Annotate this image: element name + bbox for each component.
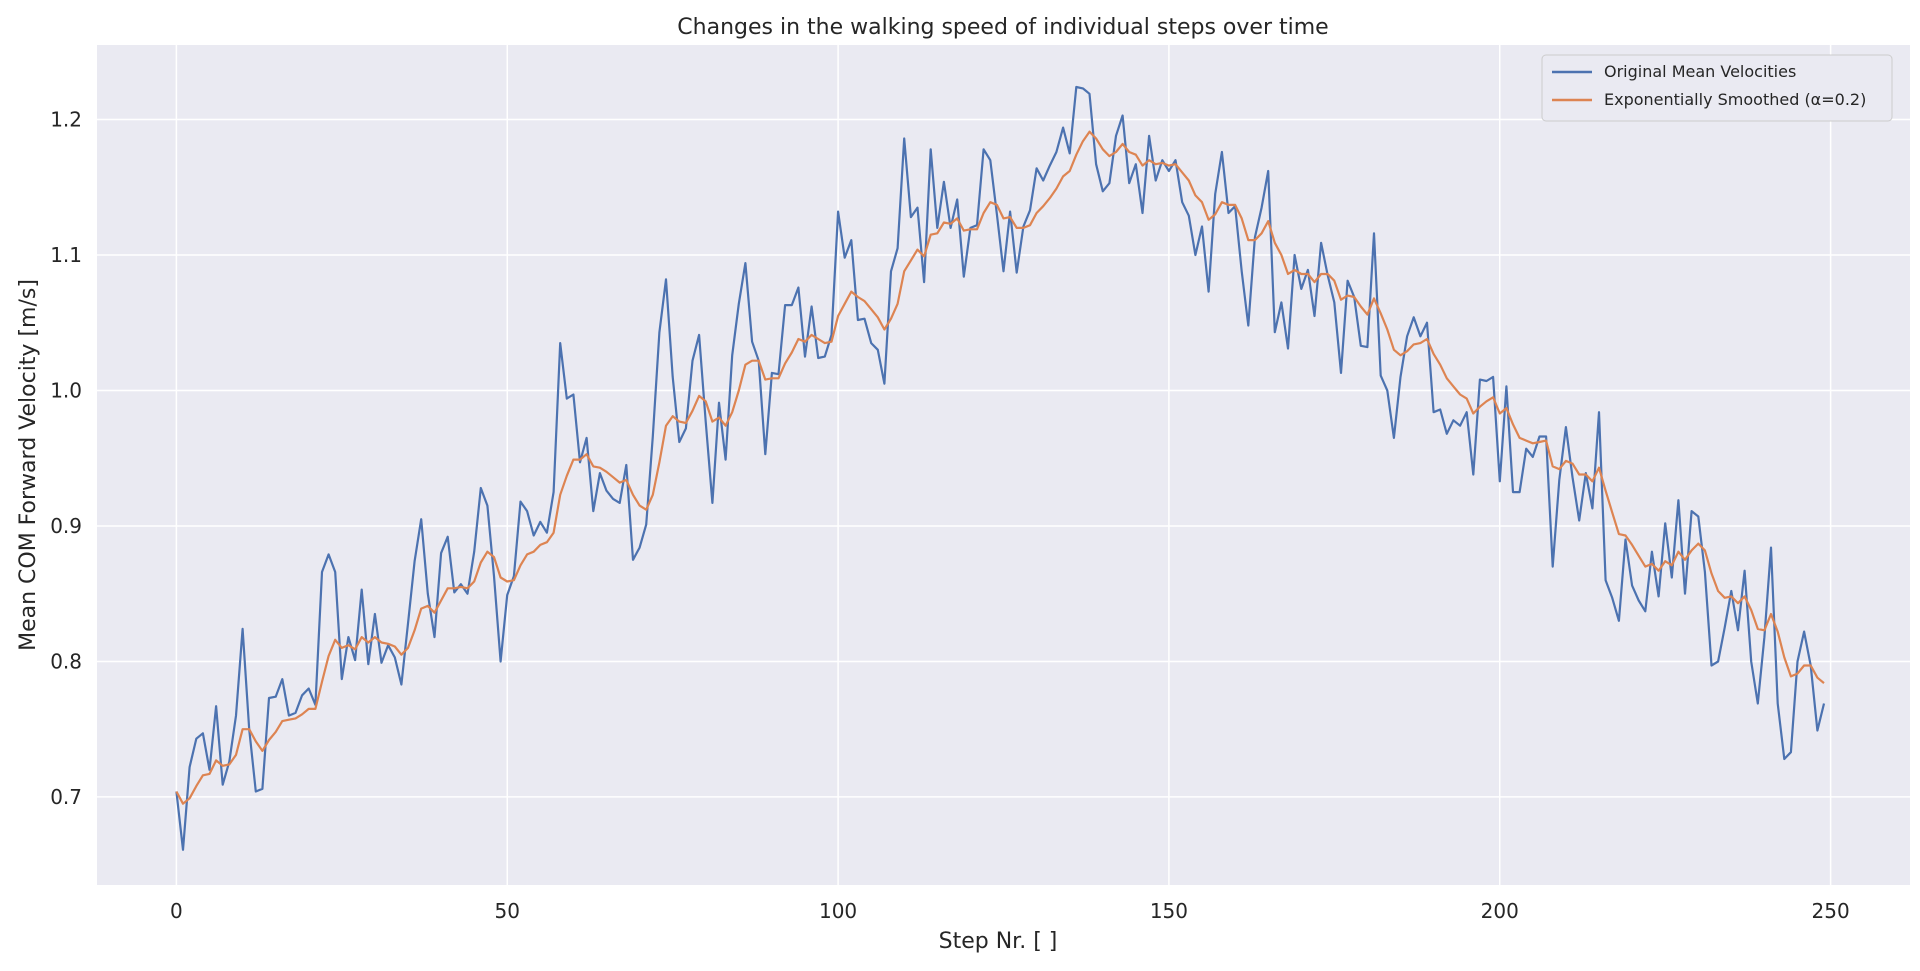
legend-label-smoothed: Exponentially Smoothed (α=0.2) <box>1604 90 1866 109</box>
x-axis-ticks: 0 50 100 150 200 250 <box>170 899 1850 923</box>
chart-title: Changes in the walking speed of individu… <box>677 15 1328 40</box>
y-axis-label: Mean COM Forward Velocity [m/s] <box>16 279 41 651</box>
y-tick-label: 1.1 <box>50 243 82 267</box>
legend-label-original: Original Mean Velocities <box>1604 62 1796 81</box>
y-tick-label: 1.2 <box>50 108 82 132</box>
x-tick-label: 0 <box>170 899 183 923</box>
y-tick-label: 0.9 <box>50 514 82 538</box>
legend-box <box>1541 54 1893 122</box>
x-tick-label: 200 <box>1481 899 1519 923</box>
x-axis-label: Step Nr. [ ] <box>939 929 1058 954</box>
y-tick-label: 0.8 <box>50 649 82 673</box>
x-tick-label: 150 <box>1150 899 1188 923</box>
x-tick-label: 50 <box>495 899 520 923</box>
y-tick-label: 0.7 <box>50 785 82 809</box>
series-layer <box>175 85 1826 851</box>
y-axis-ticks: 0.7 0.8 0.9 1.0 1.1 1.2 <box>50 108 82 809</box>
x-tick-label: 100 <box>819 899 857 923</box>
x-tick-label: 250 <box>1812 899 1850 923</box>
series-line-original <box>175 85 1826 851</box>
plot-background <box>97 45 1910 885</box>
legend: Original Mean Velocities Exponentially S… <box>1541 54 1893 122</box>
y-tick-label: 1.0 <box>50 378 82 402</box>
series-line-smoothed <box>175 130 1825 805</box>
